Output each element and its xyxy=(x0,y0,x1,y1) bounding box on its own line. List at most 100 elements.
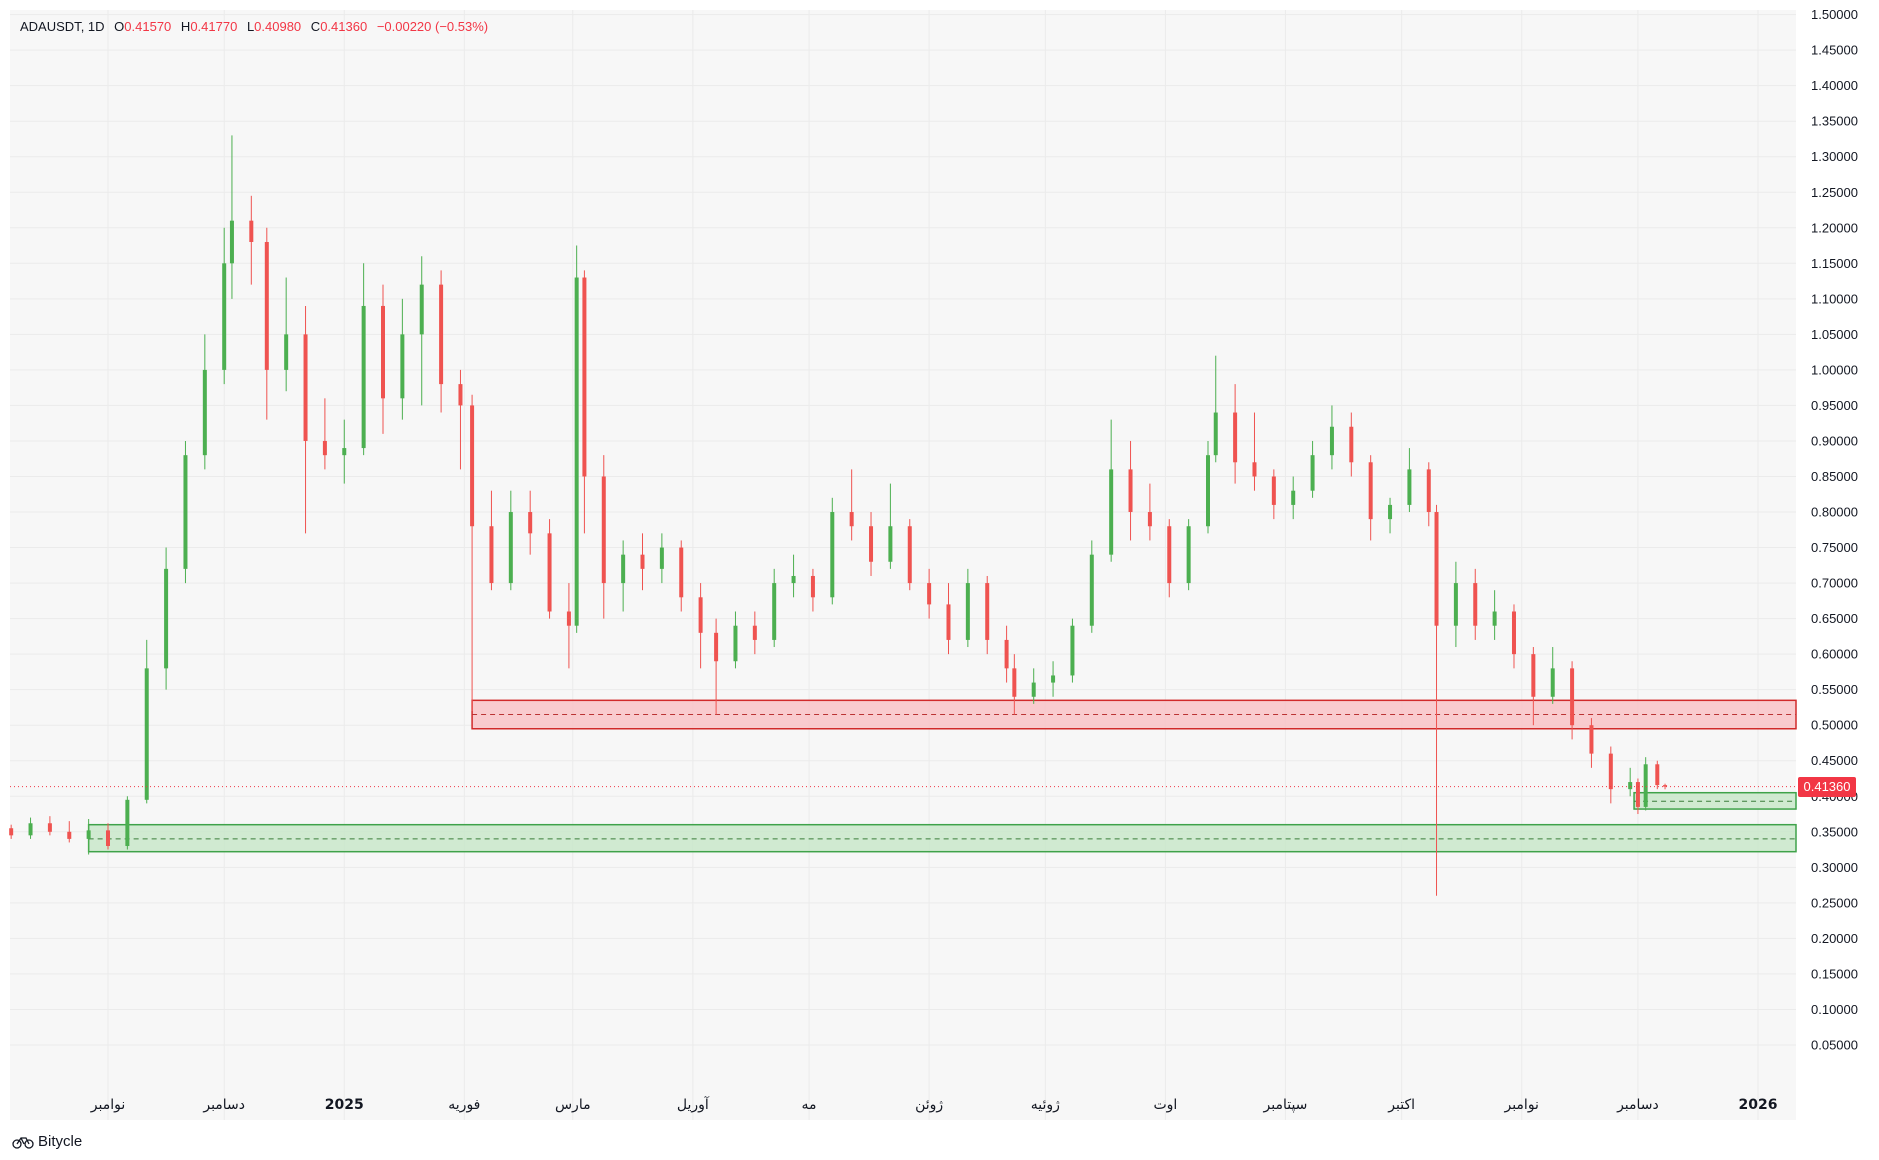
candle-body xyxy=(458,384,463,406)
y-tick-label: 0.05000 xyxy=(1811,1037,1858,1052)
y-tick-label: 0.45000 xyxy=(1811,753,1858,768)
candle-body xyxy=(698,597,703,633)
x-tick-label: اکتبر xyxy=(1387,1097,1415,1113)
support-lower-zone xyxy=(87,823,1797,853)
candle-body xyxy=(1570,668,1575,726)
candle-body xyxy=(400,334,405,399)
candle-body xyxy=(202,369,207,456)
candle-body xyxy=(1531,654,1536,697)
candle-body xyxy=(508,512,513,584)
candle-body xyxy=(1663,785,1668,787)
candle-body xyxy=(714,632,719,662)
x-tick-label: دسامبر xyxy=(202,1097,245,1113)
candle-body xyxy=(1453,583,1458,626)
candle-body xyxy=(284,334,289,370)
y-tick-label: 0.95000 xyxy=(1811,398,1858,413)
x-tick-label: 2025 xyxy=(325,1097,364,1113)
candle-body xyxy=(752,625,757,640)
candle-body xyxy=(249,220,254,242)
candle-body xyxy=(1089,554,1094,626)
candle-body xyxy=(1252,462,1257,477)
y-tick-label: 0.70000 xyxy=(1811,576,1858,591)
low-value: 0.40980 xyxy=(254,19,302,34)
candle-body xyxy=(849,512,854,527)
bicycle-icon xyxy=(12,1136,34,1149)
interval-label: 1D xyxy=(87,19,105,34)
candle-body xyxy=(1213,412,1218,456)
candle-body xyxy=(1004,639,1009,669)
x-tick-label: 2026 xyxy=(1739,1097,1778,1113)
plot-area xyxy=(10,10,1796,1120)
candle-body xyxy=(528,512,533,534)
candle-body xyxy=(1206,455,1210,527)
candle-body xyxy=(621,554,626,584)
candle-body xyxy=(640,554,645,569)
candle-body xyxy=(869,526,874,562)
y-tick-label: 1.05000 xyxy=(1811,327,1858,342)
x-tick-label: مه xyxy=(802,1097,817,1113)
candle-body xyxy=(1310,455,1315,491)
x-tick-label: سپتامبر xyxy=(1263,1097,1308,1113)
candle-body xyxy=(1349,426,1354,463)
symbol-label: ADAUSDT xyxy=(20,19,81,34)
candle-body xyxy=(830,512,835,598)
candle-body xyxy=(183,455,188,569)
candle-body xyxy=(1426,469,1431,513)
open-value: 0.41570 xyxy=(124,19,172,34)
candle-body xyxy=(1186,526,1191,584)
candle-body xyxy=(342,448,347,456)
x-tick-label: فوریه xyxy=(448,1097,480,1113)
last-price-tag: 0.41360 xyxy=(1798,776,1856,797)
candle-body xyxy=(1655,764,1660,786)
high-value: 0.41770 xyxy=(190,19,238,34)
candle-body xyxy=(772,583,777,640)
candle-body xyxy=(1233,412,1238,463)
candle-body xyxy=(439,284,444,385)
x-tick-label: مارس xyxy=(555,1097,591,1113)
candle-body xyxy=(927,583,932,605)
close-label: C xyxy=(310,19,321,34)
y-tick-label: 1.00000 xyxy=(1811,362,1858,377)
candle-body xyxy=(574,277,579,626)
separator: , xyxy=(80,19,88,34)
candle-body xyxy=(489,526,494,584)
candle-body xyxy=(1589,725,1594,754)
candle-body xyxy=(1368,462,1373,520)
candle-body xyxy=(601,476,606,584)
y-tick-label: 1.25000 xyxy=(1811,185,1858,200)
y-tick-label: 1.20000 xyxy=(1811,220,1858,235)
candle-body xyxy=(1051,675,1056,683)
y-tick-label: 0.75000 xyxy=(1811,540,1858,555)
candle-body xyxy=(679,547,684,598)
x-tick-label: نوامبر xyxy=(90,1097,125,1113)
candle-body xyxy=(566,611,571,626)
candle-body xyxy=(125,799,130,847)
candle-body xyxy=(1473,583,1478,626)
y-tick-label: 0.55000 xyxy=(1811,682,1858,697)
y-tick-label: 1.35000 xyxy=(1811,114,1858,129)
candle-body xyxy=(381,305,385,399)
change-value: −0.00220 (−0.53%) xyxy=(376,19,489,34)
candle-body xyxy=(1329,426,1334,456)
candle-body xyxy=(1511,611,1516,655)
candle-body xyxy=(470,405,475,527)
x-tick-label: ژوئن xyxy=(915,1097,943,1113)
candle-body xyxy=(1407,469,1412,505)
candle-body xyxy=(659,547,664,569)
candle-body xyxy=(419,284,424,335)
candle-body xyxy=(888,526,893,562)
candle-body xyxy=(1492,611,1497,626)
x-tick-label: دسامبر xyxy=(1616,1097,1659,1113)
candle-body xyxy=(322,440,327,456)
y-tick-label: 1.50000 xyxy=(1811,7,1858,22)
candle-body xyxy=(810,575,815,598)
candle-body xyxy=(1608,753,1613,790)
y-tick-label: 1.45000 xyxy=(1811,43,1858,58)
y-tick-label: 1.40000 xyxy=(1811,78,1858,93)
ohlc-legend: ADAUSDT, 1D O0.41570 H0.41770 L0.40980 C… xyxy=(20,19,488,34)
y-tick-label: 0.35000 xyxy=(1811,824,1858,839)
candle-body xyxy=(1147,512,1152,527)
y-tick-label: 0.50000 xyxy=(1811,718,1858,733)
